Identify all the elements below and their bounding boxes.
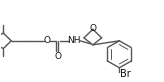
Text: O: O xyxy=(55,52,62,61)
Text: O: O xyxy=(89,24,96,33)
Text: NH: NH xyxy=(67,36,81,45)
Text: O: O xyxy=(43,36,50,45)
Text: Br: Br xyxy=(120,69,131,79)
